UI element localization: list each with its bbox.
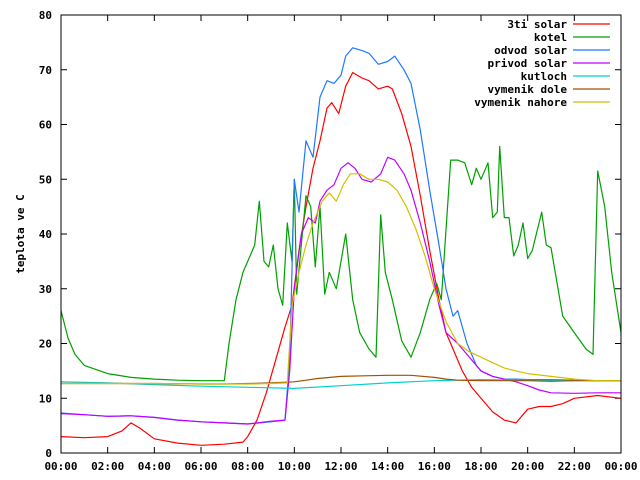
series-line-0 xyxy=(60,71,622,446)
axis-ticks xyxy=(60,14,622,454)
y-tick-label: 10 xyxy=(39,392,52,405)
legend-label: 3ti solar xyxy=(507,18,567,31)
y-tick-label: 80 xyxy=(39,9,52,22)
legend-label: kotel xyxy=(534,31,567,44)
y-tick-label: 20 xyxy=(39,338,52,351)
x-tick-label: 00:00 xyxy=(44,460,77,473)
y-tick-label: 0 xyxy=(45,447,52,460)
x-tick-label: 06:00 xyxy=(184,460,217,473)
x-tick-label: 14:00 xyxy=(371,460,404,473)
legend-label: kutloch xyxy=(521,70,567,83)
x-tick-label: 04:00 xyxy=(138,460,171,473)
x-tick-label: 00:00 xyxy=(604,460,637,473)
series-line-6 xyxy=(61,173,621,385)
plot-frame xyxy=(60,14,622,454)
y-tick-label: 60 xyxy=(39,119,52,132)
x-tick-label: 12:00 xyxy=(324,460,357,473)
legend-label: vymenik dole xyxy=(488,83,568,96)
legend-label: vymenik nahore xyxy=(474,96,567,109)
legend-label: odvod solar xyxy=(494,44,567,57)
y-tick-label: 40 xyxy=(39,228,52,241)
y-tick-label: 50 xyxy=(39,173,52,186)
x-tick-label: 18:00 xyxy=(464,460,497,473)
y-tick-label: 70 xyxy=(39,64,52,77)
x-tick-label: 10:00 xyxy=(278,460,311,473)
tick-labels: 0 10 20 30 40 50 60 70 80 00:00 02:00 04:00 06:00 08:… xyxy=(39,9,638,473)
x-tick-label: 20:00 xyxy=(511,460,544,473)
series-line-3 xyxy=(60,156,621,425)
y-tick-label: 30 xyxy=(39,283,52,296)
x-tick-label: 22:00 xyxy=(558,460,591,473)
x-tick-label: 16:00 xyxy=(418,460,451,473)
x-tick-label: 02:00 xyxy=(91,460,124,473)
x-tick-label: 08:00 xyxy=(231,460,264,473)
series-line-1 xyxy=(60,145,622,382)
legend-label: privod solar xyxy=(488,57,568,70)
series-lines xyxy=(60,47,622,446)
y-axis-label: teplota ve C xyxy=(14,194,27,273)
